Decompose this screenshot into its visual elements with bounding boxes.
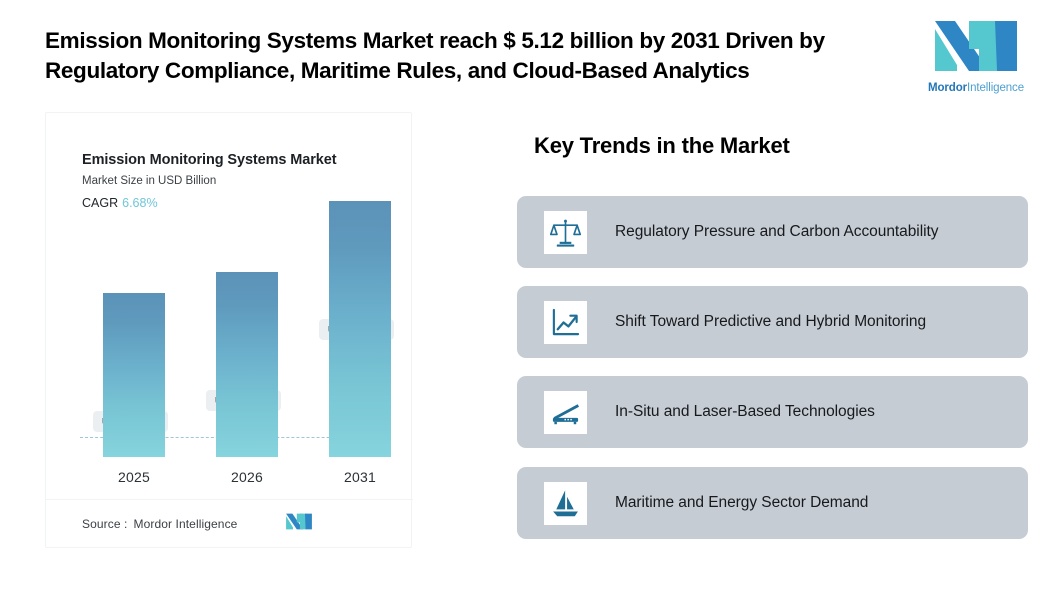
x-axis-label-2026: 2026: [231, 469, 263, 485]
bar-chart-plot: USD 3.48 B USD 3.71 B USD 5.12 B 2025 20…: [46, 201, 413, 493]
brand-word-secondary: Intelligence: [967, 81, 1024, 94]
brand-wordmark: MordorIntelligence: [928, 82, 1024, 94]
trend-card-label: Maritime and Energy Sector Demand: [615, 494, 869, 512]
trend-card-label: Shift Toward Predictive and Hybrid Monit…: [615, 313, 927, 331]
x-axis-label-2031: 2031: [344, 469, 376, 485]
trend-card-predictive-monitoring[interactable]: Shift Toward Predictive and Hybrid Monit…: [517, 286, 1028, 358]
cagr-label: CAGR: [82, 196, 119, 210]
trend-card-insitu-laser[interactable]: In-Situ and Laser-Based Technologies: [517, 376, 1028, 448]
source-name: Mordor Intelligence: [133, 516, 238, 531]
laser-scanner-icon: [544, 390, 587, 434]
page-header: Emission Monitoring Systems Market reach…: [0, 0, 1059, 112]
page-title: Emission Monitoring Systems Market reach…: [45, 28, 825, 83]
trends-heading: Key Trends in the Market: [534, 133, 790, 158]
sailboat-icon: [544, 481, 587, 525]
trending-chart-icon: [544, 300, 587, 344]
brand-logo: MordorIntelligence: [921, 19, 1031, 94]
balance-scale-icon: [544, 210, 587, 254]
trend-card-label: Regulatory Pressure and Carbon Accountab…: [615, 223, 939, 241]
mordor-m-logo-icon: [285, 513, 313, 535]
bar-2031: [329, 201, 391, 457]
mordor-m-logo-icon: [933, 19, 1019, 78]
chart-cagr: CAGR 6.68%: [82, 196, 158, 210]
cagr-value: 6.68%: [122, 196, 158, 210]
trend-card-regulatory-pressure[interactable]: Regulatory Pressure and Carbon Accountab…: [517, 196, 1028, 268]
bar-2025: [103, 293, 165, 457]
brand-word-primary: Mordor: [928, 81, 968, 94]
source-label: Source :: [82, 516, 128, 531]
trend-card-maritime-energy[interactable]: Maritime and Energy Sector Demand: [517, 467, 1028, 539]
chart-source-row: Source : Mordor Intelligence: [46, 499, 413, 547]
trend-card-label: In-Situ and Laser-Based Technologies: [615, 403, 875, 421]
chart-card: Emission Monitoring Systems Market Marke…: [45, 112, 413, 548]
chart-title: Emission Monitoring Systems Market: [82, 152, 337, 168]
chart-subtitle: Market Size in USD Billion: [82, 175, 217, 187]
x-axis-label-2025: 2025: [118, 469, 150, 485]
bar-2026: [216, 272, 278, 457]
